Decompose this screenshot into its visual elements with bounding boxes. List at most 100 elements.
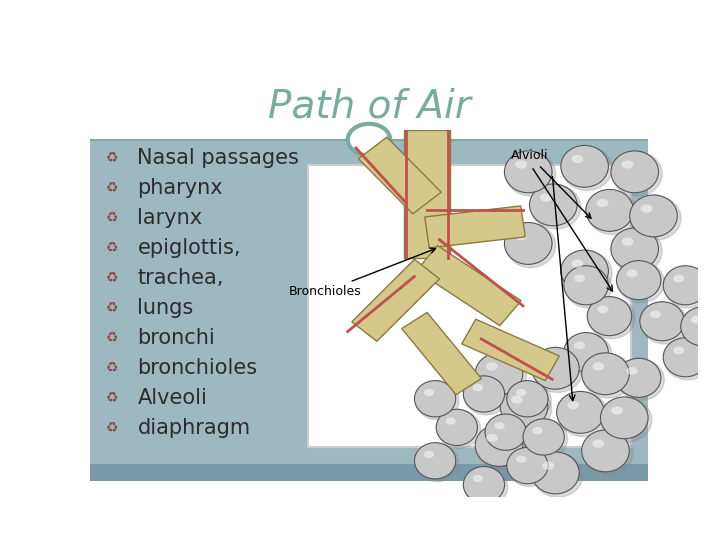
Ellipse shape <box>621 238 634 246</box>
FancyBboxPatch shape <box>90 65 648 140</box>
Ellipse shape <box>616 261 661 300</box>
Ellipse shape <box>588 191 637 234</box>
Ellipse shape <box>485 414 526 450</box>
Text: epiglottis,: epiglottis, <box>138 238 241 258</box>
Polygon shape <box>402 313 482 395</box>
Text: bronchi: bronchi <box>138 328 215 348</box>
Ellipse shape <box>681 307 720 346</box>
Ellipse shape <box>464 467 505 503</box>
Ellipse shape <box>436 409 477 445</box>
Ellipse shape <box>567 401 579 409</box>
Ellipse shape <box>640 302 684 341</box>
Ellipse shape <box>542 461 554 470</box>
Ellipse shape <box>602 398 652 442</box>
Ellipse shape <box>424 389 434 396</box>
Ellipse shape <box>464 376 505 412</box>
Text: ♻: ♻ <box>106 301 119 315</box>
Ellipse shape <box>464 468 508 505</box>
Ellipse shape <box>486 362 498 370</box>
Ellipse shape <box>564 266 608 305</box>
Ellipse shape <box>593 362 604 370</box>
Ellipse shape <box>475 353 523 395</box>
Text: lungs: lungs <box>138 298 194 318</box>
Ellipse shape <box>611 406 623 415</box>
Ellipse shape <box>600 397 648 439</box>
Ellipse shape <box>616 359 661 397</box>
Ellipse shape <box>593 440 604 448</box>
Ellipse shape <box>663 338 708 377</box>
Ellipse shape <box>626 367 638 375</box>
Ellipse shape <box>618 360 665 400</box>
Ellipse shape <box>516 389 526 396</box>
Ellipse shape <box>582 430 629 472</box>
Text: ♻: ♻ <box>106 391 119 405</box>
Ellipse shape <box>505 151 552 193</box>
Ellipse shape <box>529 184 577 226</box>
Ellipse shape <box>572 155 583 163</box>
Text: ♻: ♻ <box>106 421 119 435</box>
Ellipse shape <box>562 251 612 295</box>
Ellipse shape <box>505 224 556 268</box>
Ellipse shape <box>500 386 548 428</box>
FancyBboxPatch shape <box>90 140 648 481</box>
Ellipse shape <box>446 417 456 424</box>
Ellipse shape <box>557 392 604 433</box>
Ellipse shape <box>612 152 662 196</box>
Ellipse shape <box>533 348 583 393</box>
Ellipse shape <box>533 453 583 497</box>
Ellipse shape <box>472 384 483 392</box>
Polygon shape <box>404 130 450 258</box>
Ellipse shape <box>502 387 552 431</box>
Text: Alveoli: Alveoli <box>138 388 207 408</box>
Text: Nasal passages: Nasal passages <box>138 148 300 168</box>
Ellipse shape <box>415 381 456 417</box>
Ellipse shape <box>531 452 579 494</box>
Ellipse shape <box>477 426 526 470</box>
Ellipse shape <box>475 424 523 467</box>
Ellipse shape <box>524 420 567 458</box>
Ellipse shape <box>561 250 608 292</box>
Ellipse shape <box>673 347 684 354</box>
Ellipse shape <box>612 229 662 273</box>
Ellipse shape <box>515 232 527 240</box>
Text: bronchioles: bronchioles <box>138 358 258 378</box>
Text: larynx: larynx <box>138 208 202 228</box>
Text: ♻: ♻ <box>106 181 119 195</box>
Ellipse shape <box>415 382 459 420</box>
Ellipse shape <box>486 415 529 453</box>
Ellipse shape <box>507 448 548 484</box>
Ellipse shape <box>424 451 434 458</box>
Ellipse shape <box>508 448 552 487</box>
Ellipse shape <box>611 151 659 193</box>
Text: ♻: ♻ <box>106 331 119 345</box>
Ellipse shape <box>626 269 638 277</box>
Ellipse shape <box>505 222 552 265</box>
FancyBboxPatch shape <box>90 464 648 481</box>
Ellipse shape <box>415 444 459 482</box>
Ellipse shape <box>464 377 508 415</box>
Polygon shape <box>462 319 559 381</box>
Ellipse shape <box>641 303 688 344</box>
Ellipse shape <box>561 145 608 187</box>
Ellipse shape <box>588 298 635 339</box>
Text: Alvioli: Alvioli <box>510 149 591 218</box>
Ellipse shape <box>515 160 527 168</box>
Ellipse shape <box>508 382 552 420</box>
Ellipse shape <box>631 196 681 240</box>
Text: Path of Air: Path of Air <box>268 87 470 125</box>
Ellipse shape <box>572 259 583 268</box>
Ellipse shape <box>532 427 543 434</box>
Ellipse shape <box>415 443 456 479</box>
Ellipse shape <box>531 347 579 389</box>
Ellipse shape <box>505 152 556 196</box>
Ellipse shape <box>597 199 608 207</box>
Ellipse shape <box>574 341 585 349</box>
Ellipse shape <box>690 316 702 323</box>
Polygon shape <box>416 246 521 326</box>
Ellipse shape <box>630 195 678 237</box>
Ellipse shape <box>588 296 631 336</box>
Text: Bronchioles: Bronchioles <box>289 248 436 298</box>
Text: trachea,: trachea, <box>138 268 224 288</box>
Ellipse shape <box>531 185 581 229</box>
Ellipse shape <box>665 339 711 380</box>
